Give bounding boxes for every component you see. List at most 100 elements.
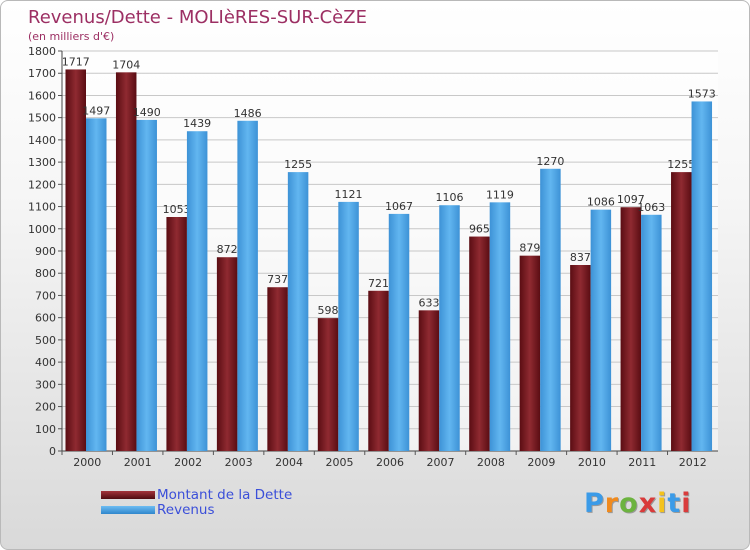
- data-label-debt: 1255: [667, 158, 695, 171]
- bar-debt: [469, 236, 490, 451]
- x-tick-label: 2009: [527, 456, 555, 469]
- bar-revenue: [439, 205, 460, 451]
- legend-label-revenue: Revenus: [157, 501, 215, 518]
- x-tick-label: 2007: [426, 456, 454, 469]
- y-tick-label: 900: [35, 245, 56, 258]
- bar-revenue: [186, 131, 208, 451]
- bar-debt: [115, 72, 137, 451]
- bar-revenue: [540, 168, 561, 451]
- data-label-revenue: 1121: [335, 188, 363, 201]
- logo-letter: i: [657, 488, 668, 519]
- data-label-debt: 598: [318, 304, 339, 317]
- bar-revenue: [136, 119, 157, 451]
- data-label-revenue: 1067: [385, 200, 413, 213]
- logo-letter: o: [619, 488, 639, 519]
- y-tick-label: 500: [35, 334, 56, 347]
- data-label-revenue: 1270: [536, 155, 564, 168]
- y-tick-label: 1400: [28, 134, 56, 147]
- x-tick-label: 2012: [679, 456, 707, 469]
- data-label-revenue: 1439: [183, 117, 211, 130]
- legend-swatch-revenue: [101, 505, 155, 514]
- y-tick-label: 1500: [28, 112, 56, 125]
- bar-debt: [267, 287, 288, 451]
- data-label-debt: 1717: [62, 55, 90, 68]
- bar-revenue: [691, 101, 713, 451]
- data-label-debt: 737: [267, 273, 288, 286]
- y-tick-label: 300: [35, 378, 56, 391]
- bar-debt: [166, 217, 187, 451]
- y-tick-label: 1600: [28, 89, 56, 102]
- data-label-debt: 1097: [617, 193, 645, 206]
- bar-revenue: [86, 118, 107, 451]
- y-tick-label: 600: [35, 312, 56, 325]
- data-label-debt: 633: [418, 296, 439, 309]
- data-label-revenue: 1063: [637, 201, 665, 214]
- chart-subtitle: (en milliers d'€): [28, 30, 115, 43]
- bar-debt: [368, 290, 389, 451]
- logo-letter: t: [667, 488, 682, 519]
- data-label-revenue: 1119: [486, 188, 514, 201]
- legend-swatch-debt: [101, 490, 155, 499]
- y-tick-label: 1100: [28, 201, 56, 214]
- bar-debt: [418, 310, 440, 451]
- data-label-debt: 872: [217, 243, 238, 256]
- legend-item-debt: Montant de la Dette: [101, 486, 293, 503]
- data-label-debt: 965: [469, 223, 490, 236]
- y-tick-label: 800: [35, 267, 56, 280]
- bar-revenue: [388, 213, 410, 451]
- x-tick-label: 2003: [225, 456, 253, 469]
- bar-debt: [620, 207, 642, 451]
- bar-revenue: [287, 172, 309, 451]
- data-label-revenue: 1490: [133, 106, 161, 119]
- bar-debt: [671, 172, 692, 451]
- x-tick-label: 2010: [578, 456, 606, 469]
- x-tick-label: 2008: [477, 456, 505, 469]
- data-label-debt: 721: [368, 277, 389, 290]
- bar-revenue: [489, 202, 511, 451]
- logo-letter: i: [681, 488, 692, 519]
- y-tick-label: 1800: [28, 45, 56, 58]
- data-label-revenue: 1497: [82, 104, 110, 117]
- bar-debt: [216, 257, 238, 451]
- x-tick-label: 2006: [376, 456, 404, 469]
- x-tick-label: 2002: [174, 456, 202, 469]
- y-tick-label: 200: [35, 401, 56, 414]
- x-tick-label: 2004: [275, 456, 303, 469]
- y-tick-label: 100: [35, 423, 56, 436]
- bar-revenue: [338, 201, 359, 451]
- data-label-revenue: 1255: [284, 158, 312, 171]
- legend: Montant de la Dette Revenus: [101, 486, 293, 518]
- y-tick-label: 0: [49, 445, 56, 458]
- data-label-debt: 879: [519, 242, 540, 255]
- legend-item-revenue: Revenus: [101, 501, 292, 518]
- data-label-revenue: 1086: [587, 196, 615, 209]
- y-tick-label: 1700: [28, 67, 56, 80]
- x-tick-label: 2000: [73, 456, 101, 469]
- x-tick-label: 2011: [628, 456, 656, 469]
- y-tick-label: 700: [35, 289, 56, 302]
- data-label-revenue: 1106: [435, 191, 463, 204]
- data-label-debt: 837: [570, 251, 591, 264]
- y-tick-label: 400: [35, 356, 56, 369]
- chart-title: Revenus/Dette - MOLIèRES-SUR-CèZE: [28, 7, 367, 28]
- data-label-revenue: 1486: [234, 107, 262, 120]
- x-tick-label: 2001: [124, 456, 152, 469]
- logo-letter: x: [638, 488, 658, 519]
- bar-revenue: [237, 120, 258, 452]
- data-label-revenue: 1573: [688, 87, 716, 100]
- y-tick-label: 1200: [28, 178, 56, 191]
- proxiti-logo: Proxiti: [584, 488, 692, 519]
- bar-revenue: [590, 209, 612, 451]
- bar-debt: [65, 69, 86, 451]
- logo-letter: r: [604, 488, 620, 519]
- y-tick-label: 1300: [28, 156, 56, 169]
- bar-debt: [317, 318, 339, 451]
- y-tick-label: 1000: [28, 223, 56, 236]
- x-tick-label: 2005: [326, 456, 354, 469]
- legend-label-debt: Montant de la Dette: [157, 486, 293, 503]
- data-label-debt: 1704: [112, 58, 140, 71]
- bar-debt: [519, 255, 541, 451]
- bar-revenue: [641, 214, 662, 451]
